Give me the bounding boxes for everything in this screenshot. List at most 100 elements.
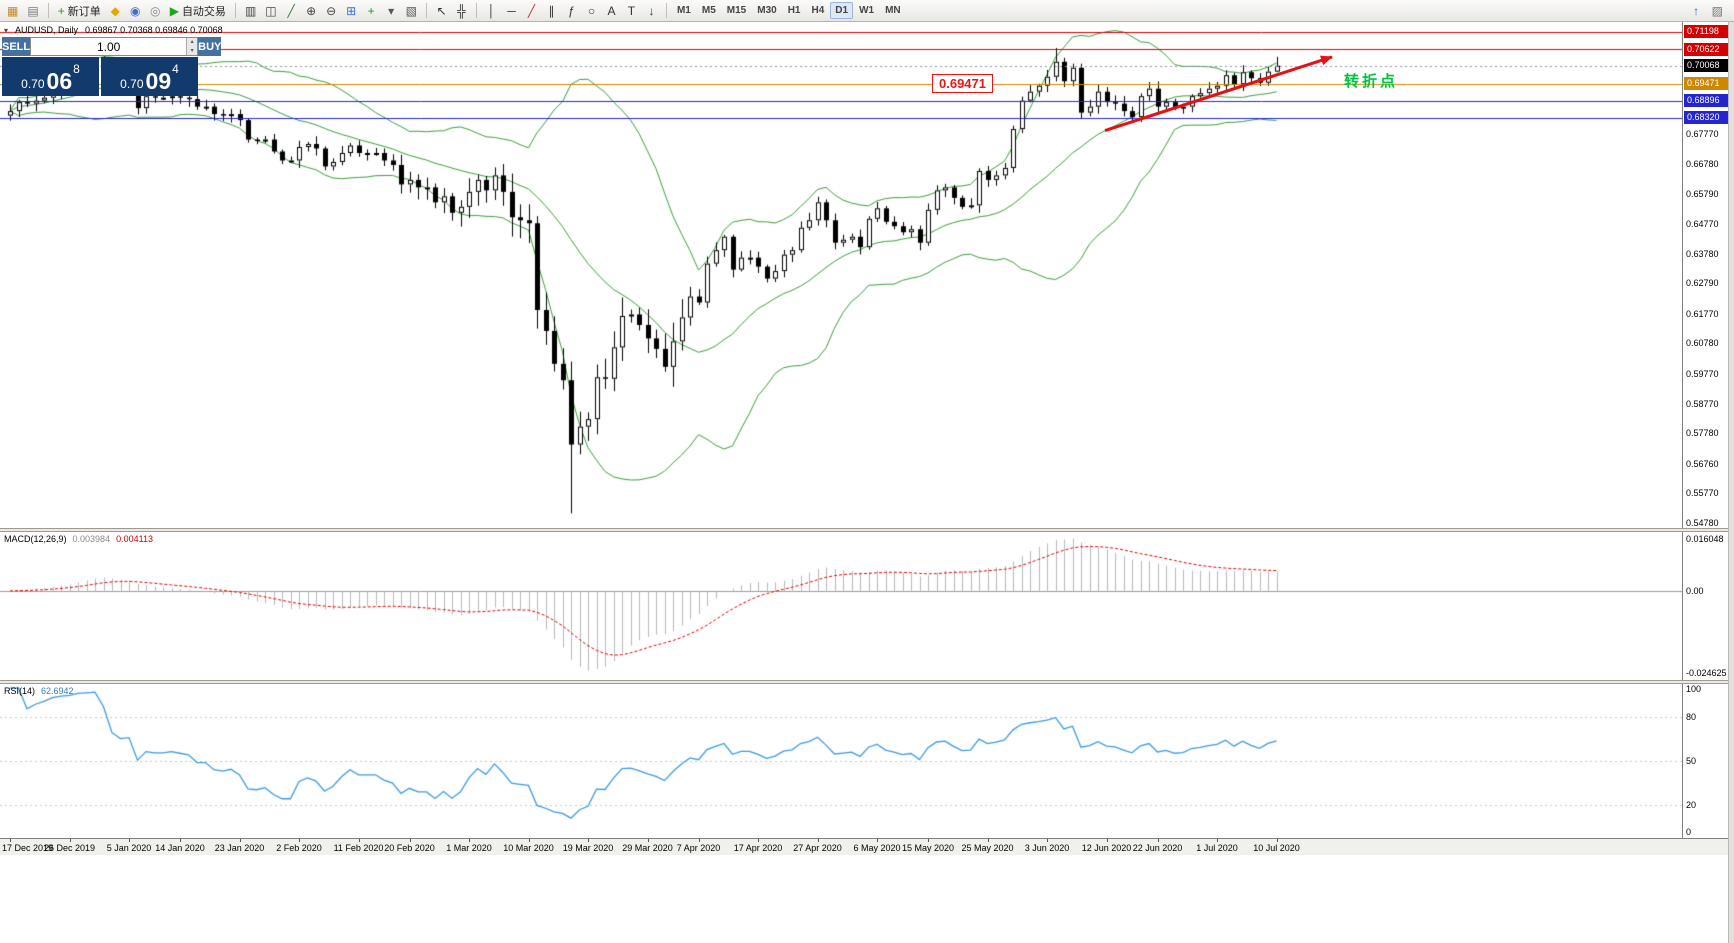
macd-scale-label: -0.024625 bbox=[1686, 668, 1727, 678]
rsi-panel[interactable]: RSI(14) 62.6942 bbox=[0, 684, 1682, 838]
toolbar-separator bbox=[425, 3, 427, 18]
new-order-button[interactable]: + 新订单 bbox=[54, 1, 105, 20]
template-button[interactable]: ▧ bbox=[402, 1, 421, 20]
navigator-button[interactable]: ◎ bbox=[146, 1, 165, 20]
indicators-button[interactable]: + bbox=[362, 1, 381, 20]
buy-price-tile[interactable]: 0.70 09 4 bbox=[101, 57, 198, 96]
arrows-button[interactable]: ↓ bbox=[642, 1, 661, 20]
navigator-icon: ◎ bbox=[149, 3, 161, 18]
shapes-button[interactable]: ○ bbox=[582, 1, 601, 20]
new-chart-button[interactable]: ▦ bbox=[3, 1, 22, 20]
candles-canvas[interactable] bbox=[0, 22, 1682, 528]
macd-panel[interactable]: MACD(12,26,9) 0.003984 0.004113 bbox=[0, 532, 1682, 680]
window-edge bbox=[1728, 22, 1734, 943]
tile-windows-button[interactable]: ⊞ bbox=[342, 1, 361, 20]
timeframe-m15-button[interactable]: M15 bbox=[726, 5, 747, 16]
toolbar-separator bbox=[665, 3, 667, 18]
chevron-down-icon: ▾ bbox=[388, 3, 395, 18]
timeframe-m30-button[interactable]: M30 bbox=[757, 5, 777, 16]
panel-divider[interactable] bbox=[0, 680, 1728, 684]
price-gridline-label: 0.57780 bbox=[1686, 428, 1719, 439]
time-tick bbox=[469, 839, 470, 842]
sell-price-big: 06 bbox=[46, 68, 73, 95]
date-label: 12 Jun 2020 bbox=[1081, 843, 1132, 853]
macd-canvas[interactable] bbox=[0, 532, 1682, 680]
toolbar-separator bbox=[234, 3, 236, 18]
metaeditor-button[interactable]: ◆ bbox=[106, 1, 125, 20]
fibonacci-button[interactable]: ƒ bbox=[562, 1, 581, 20]
time-tick bbox=[129, 839, 130, 842]
timeframe-mn-button[interactable]: MN bbox=[885, 5, 901, 16]
timeframe-w1-button[interactable]: W1 bbox=[859, 5, 875, 16]
timeframe-d1-button[interactable]: D1 bbox=[830, 2, 854, 19]
profiles-icon: ▤ bbox=[27, 3, 39, 18]
one-click-toggle-icon[interactable]: ▾ bbox=[4, 25, 9, 35]
channel-button[interactable]: ∥ bbox=[542, 1, 561, 20]
macd-main-value: 0.003984 bbox=[72, 534, 111, 544]
volume-up-icon[interactable]: ▴ bbox=[187, 38, 198, 47]
time-tick bbox=[758, 839, 759, 842]
publish-button[interactable]: ↑ bbox=[1687, 1, 1706, 20]
crosshair-button[interactable]: ╬ bbox=[452, 1, 471, 20]
ohlc-values: 0.69867 0.70368 0.69846 0.70068 bbox=[85, 25, 223, 35]
price-gridline-label: 0.65790 bbox=[1686, 188, 1719, 199]
rsi-scale-label: 20 bbox=[1686, 799, 1697, 810]
volume-down-icon[interactable]: ▾ bbox=[187, 46, 198, 55]
zoom-out-icon: ⊖ bbox=[326, 3, 337, 18]
timeframe-m5-button[interactable]: M5 bbox=[701, 5, 716, 16]
panel-divider[interactable] bbox=[0, 528, 1728, 532]
horizontal-line-button[interactable]: ─ bbox=[502, 1, 521, 20]
time-axis[interactable]: 17 Dec 2019 26 Dec 2019 5 Jan 2020 14 Jan 2… bbox=[0, 838, 1728, 855]
market-watch-button[interactable]: ◉ bbox=[126, 1, 145, 20]
price-annotation[interactable]: 0.69471 bbox=[932, 73, 993, 93]
buy-button[interactable]: BUY bbox=[198, 37, 222, 56]
time-tick bbox=[180, 839, 181, 842]
date-label: 25 May 2020 bbox=[961, 843, 1014, 853]
price-tag-0.70068: 0.70068 bbox=[1684, 59, 1728, 73]
toolbar: ▦ ▤ + 新订单 ◆ ◉ ◎ ▶ 自动交易 ▥ ◫ ╱ ⊕ ⊖ ⊞ + ▾ ▧ ↖ ╬ │ ─ ╱ ∥ ƒ ○ A T ↓ M1 M5 M1… bbox=[0, 0, 1734, 22]
macd-scale[interactable]: 0.016048 0.00 -0.024625 bbox=[1682, 532, 1728, 680]
date-label: 10 Jul 2020 bbox=[1253, 843, 1300, 853]
text-button[interactable]: A bbox=[602, 1, 621, 20]
one-click-trading-panel: SELL ▴ ▾ BUY 0.70 06 8 bbox=[2, 37, 222, 96]
trendline-button[interactable]: ╱ bbox=[522, 1, 541, 20]
price-gridline-label: 0.64770 bbox=[1686, 219, 1719, 230]
candlestick-button[interactable]: ◫ bbox=[261, 1, 280, 20]
sell-price-sup: 8 bbox=[73, 62, 80, 76]
rsi-scale[interactable]: 100 80 50 20 0 bbox=[1682, 684, 1728, 838]
sell-button[interactable]: SELL bbox=[2, 37, 31, 56]
price-tag-0.70622: 0.70622 bbox=[1684, 42, 1728, 56]
price-scale[interactable]: 0.71198 0.70622 0.70068 0.69471 0.68896 0.683… bbox=[1682, 22, 1728, 528]
indicators-dropdown[interactable]: ▾ bbox=[382, 1, 401, 20]
upload-icon: ↑ bbox=[1693, 3, 1700, 18]
zoom-out-button[interactable]: ⊖ bbox=[322, 1, 341, 20]
layout-button[interactable]: ▨ bbox=[1708, 1, 1727, 20]
timeframe-m1-button[interactable]: M1 bbox=[676, 5, 691, 16]
date-label: 19 Mar 2020 bbox=[562, 843, 614, 853]
line-chart-button[interactable]: ╱ bbox=[282, 1, 301, 20]
sell-price-tile[interactable]: 0.70 06 8 bbox=[2, 57, 99, 96]
autotrading-button[interactable]: ▶ 自动交易 bbox=[166, 1, 230, 20]
rsi-canvas[interactable] bbox=[0, 684, 1682, 838]
label-button[interactable]: T bbox=[622, 1, 641, 20]
buy-price-big: 09 bbox=[145, 68, 172, 95]
bar-chart-button[interactable]: ▥ bbox=[241, 1, 260, 20]
cursor-button[interactable]: ↖ bbox=[432, 1, 451, 20]
time-tick bbox=[1217, 839, 1218, 842]
date-label: 17 Dec 2019 bbox=[2, 843, 54, 853]
new-chart-icon: ▦ bbox=[7, 3, 19, 18]
rsi-value: 62.6942 bbox=[41, 686, 74, 696]
vertical-line-button[interactable]: │ bbox=[482, 1, 501, 20]
time-tick bbox=[69, 839, 71, 842]
zoom-in-button[interactable]: ⊕ bbox=[302, 1, 321, 20]
volume-input[interactable] bbox=[31, 38, 187, 55]
horizontal-line-icon: ─ bbox=[507, 3, 516, 18]
rsi-scale-label: 100 bbox=[1686, 684, 1702, 694]
rsi-panel-row: RSI(14) 62.6942 100 80 50 20 0 bbox=[0, 684, 1728, 838]
symbol-period-label: AUDUSD, Daily bbox=[15, 25, 79, 35]
timeframe-h1-button[interactable]: H1 bbox=[787, 5, 801, 16]
profiles-button[interactable]: ▤ bbox=[23, 1, 42, 20]
candlestick-icon: ◫ bbox=[265, 3, 277, 18]
timeframe-h4-button[interactable]: H4 bbox=[811, 5, 825, 16]
main-chart-area[interactable]: ▾ AUDUSD, Daily 0.69867 0.70368 0.69846 … bbox=[0, 22, 1682, 528]
